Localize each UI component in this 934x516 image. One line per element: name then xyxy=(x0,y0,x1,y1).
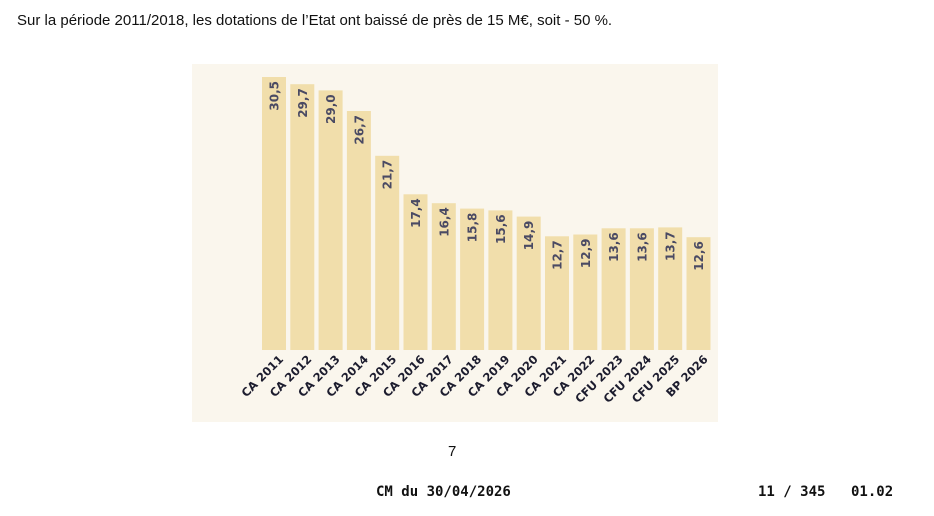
intro-text: Sur la période 2011/2018, les dotations … xyxy=(17,12,613,29)
bar-value-label: 12,6 xyxy=(692,241,706,271)
bar-value-label: 14,9 xyxy=(522,221,536,251)
page-number: 7 xyxy=(448,443,457,460)
bar xyxy=(573,234,598,350)
bar xyxy=(516,216,541,350)
footer: CM du 30/04/2026 11 / 345 01.02 xyxy=(0,484,934,504)
bar xyxy=(375,155,400,350)
bars-group xyxy=(262,77,711,351)
bar xyxy=(601,228,626,350)
bar-value-label: 29,0 xyxy=(324,94,338,124)
bar xyxy=(629,228,654,350)
bar xyxy=(318,90,343,351)
footer-meeting-date: CM du 30/04/2026 xyxy=(376,484,511,500)
bar-value-label: 13,6 xyxy=(607,232,621,262)
bar-value-label: 30,5 xyxy=(268,81,282,111)
chart-container: 30,5 29,7 29,0 26,7 21,7 17,4 16,4 15,8 15,6 14,9… xyxy=(192,64,718,422)
bar xyxy=(262,77,286,350)
bar-value-label: 13,7 xyxy=(664,231,678,261)
value-labels-group: 30,5 29,7 29,0 26,7 21,7 17,4 16,4 15,8 15,6 14,9… xyxy=(268,81,707,271)
bar xyxy=(460,208,485,350)
bar xyxy=(403,194,428,350)
bar-value-label: 21,7 xyxy=(381,160,395,190)
bar xyxy=(290,84,315,350)
bar-value-label: 16,4 xyxy=(437,207,451,237)
bar-value-label: 12,9 xyxy=(579,239,593,269)
bar xyxy=(545,236,569,350)
bar xyxy=(346,111,371,350)
bar-value-label: 29,7 xyxy=(296,88,310,118)
bar-value-label: 26,7 xyxy=(352,115,366,145)
bar-value-label: 17,4 xyxy=(409,198,423,228)
footer-reference: 01.02 xyxy=(851,484,894,500)
bar xyxy=(488,210,513,350)
bar-value-label: 13,6 xyxy=(635,232,649,262)
bar-value-label: 15,8 xyxy=(466,213,480,243)
bar-value-label: 12,7 xyxy=(551,240,565,270)
bar xyxy=(686,237,711,350)
footer-page-count: 11 / 345 xyxy=(758,484,826,500)
bar-chart: 30,5 29,7 29,0 26,7 21,7 17,4 16,4 15,8 15,6 14,9… xyxy=(192,64,718,422)
bar xyxy=(431,203,456,350)
bar-value-label: 15,6 xyxy=(494,214,508,244)
bar xyxy=(658,227,683,350)
